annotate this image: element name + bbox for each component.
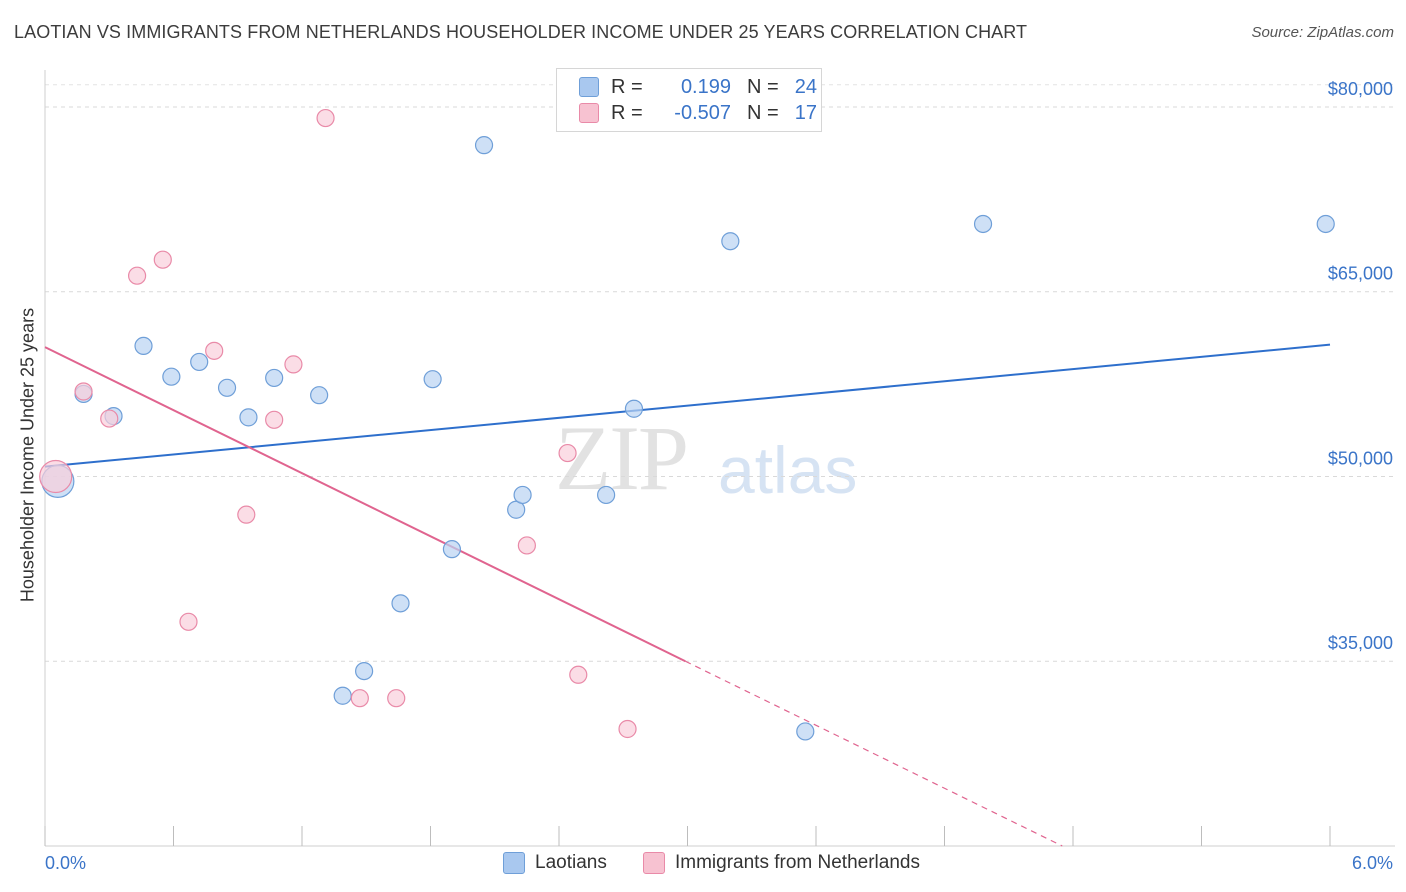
legend-n-value: 17 xyxy=(794,101,817,124)
legend-n-value: 24 xyxy=(794,75,817,98)
legend-label-netherlands: Immigrants from Netherlands xyxy=(675,852,920,873)
legend-r-label: R = xyxy=(611,101,643,124)
laotians-point xyxy=(624,399,644,418)
legend-r-value: 0.199 xyxy=(680,75,731,98)
axes xyxy=(44,70,1395,847)
x-tick-labels: 0.0% 6.0% xyxy=(45,853,1393,873)
netherlands-point xyxy=(179,612,198,631)
laotians-point xyxy=(721,232,740,251)
netherlands-point xyxy=(350,689,369,708)
laotians-point xyxy=(391,594,410,613)
legend-swatch-netherlands xyxy=(579,103,599,123)
laotians-point xyxy=(333,686,352,705)
laotians-point xyxy=(474,136,494,155)
legend-swatch-laotians xyxy=(503,852,525,874)
netherlands-point xyxy=(618,719,637,739)
netherlands-trend-extension xyxy=(685,660,1063,847)
correlation-legend: R = 0.199 N = 24 R = -0.507 N = 17 xyxy=(556,68,822,132)
legend-row-laotians: R = 0.199 N = 24 xyxy=(579,75,817,99)
grid-lines xyxy=(45,84,1395,662)
netherlands-point xyxy=(205,341,224,360)
legend-item-netherlands[interactable]: Immigrants from Netherlands xyxy=(643,852,920,874)
trend-lines xyxy=(44,343,1331,847)
laotians-point xyxy=(513,485,532,505)
netherlands-point xyxy=(265,410,284,429)
laotians-point xyxy=(134,336,153,356)
netherlands-point xyxy=(74,382,93,401)
laotians-point xyxy=(162,367,181,386)
netherlands-trend-line xyxy=(44,346,686,663)
netherlands-point xyxy=(153,250,172,269)
y-tick-label: $35,000 xyxy=(1328,633,1393,653)
laotians-point xyxy=(310,386,329,405)
netherlands-point xyxy=(100,409,119,428)
chart-title: LAOTIAN VS IMMIGRANTS FROM NETHERLANDS H… xyxy=(14,22,1028,42)
laotians-point xyxy=(190,352,209,372)
laotians-point xyxy=(355,661,374,681)
netherlands-point xyxy=(558,443,577,463)
y-tick-labels: $35,000 $50,000 $65,000 $80,000 xyxy=(1328,79,1393,653)
legend-row-netherlands: R = -0.507 N = 17 xyxy=(579,101,817,125)
data-points xyxy=(39,108,1335,741)
laotians-trend-line xyxy=(44,343,1331,468)
laotians-point xyxy=(423,370,442,389)
netherlands-point xyxy=(517,536,536,555)
legend-label-laotians: Laotians xyxy=(535,852,607,873)
laotians-point xyxy=(265,368,284,388)
chart-source: Source: ZipAtlas.com xyxy=(1251,24,1394,41)
netherlands-point xyxy=(569,665,588,684)
y-tick-label: $50,000 xyxy=(1328,448,1393,468)
netherlands-point xyxy=(127,266,147,285)
legend-r-label: R = xyxy=(611,75,643,98)
laotians-point xyxy=(597,485,616,505)
netherlands-point xyxy=(284,355,303,374)
x-tick-label-min: 0.0% xyxy=(45,853,86,873)
legend-r-value: -0.507 xyxy=(674,101,731,124)
legend-n-label: N = xyxy=(747,101,779,124)
legend-swatch-laotians xyxy=(579,77,599,97)
laotians-point xyxy=(796,722,815,741)
watermark-atlas: atlas xyxy=(718,433,858,507)
laotians-point xyxy=(239,408,258,427)
x-tick-label-max: 6.0% xyxy=(1352,853,1393,873)
y-tick-label: $65,000 xyxy=(1328,264,1393,284)
watermark-zip: ZIP xyxy=(555,407,689,509)
netherlands-point xyxy=(387,689,406,708)
netherlands-point xyxy=(237,505,256,524)
series-legend: Laotians Immigrants from Netherlands xyxy=(0,852,1406,878)
legend-item-laotians[interactable]: Laotians xyxy=(503,852,607,874)
laotians-point xyxy=(973,214,993,234)
legend-swatch-netherlands xyxy=(643,852,665,874)
laotians-point xyxy=(217,378,237,397)
netherlands-point xyxy=(39,459,73,494)
legend-n-label: N = xyxy=(747,75,779,98)
y-tick-label: $80,000 xyxy=(1328,79,1393,99)
laotians-point xyxy=(1316,214,1335,234)
netherlands-point xyxy=(316,108,335,128)
laotians-point xyxy=(442,540,462,559)
